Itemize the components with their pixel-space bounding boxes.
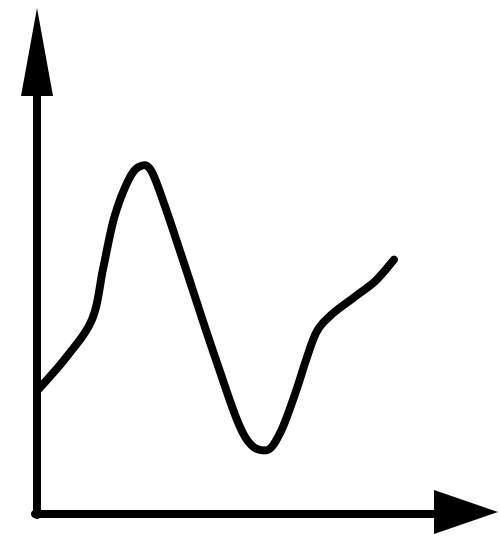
series-line-0 xyxy=(33,161,398,455)
x-axis-arrowhead xyxy=(434,490,498,534)
y-axis-arrowhead xyxy=(21,8,53,96)
series-layer xyxy=(33,161,398,455)
